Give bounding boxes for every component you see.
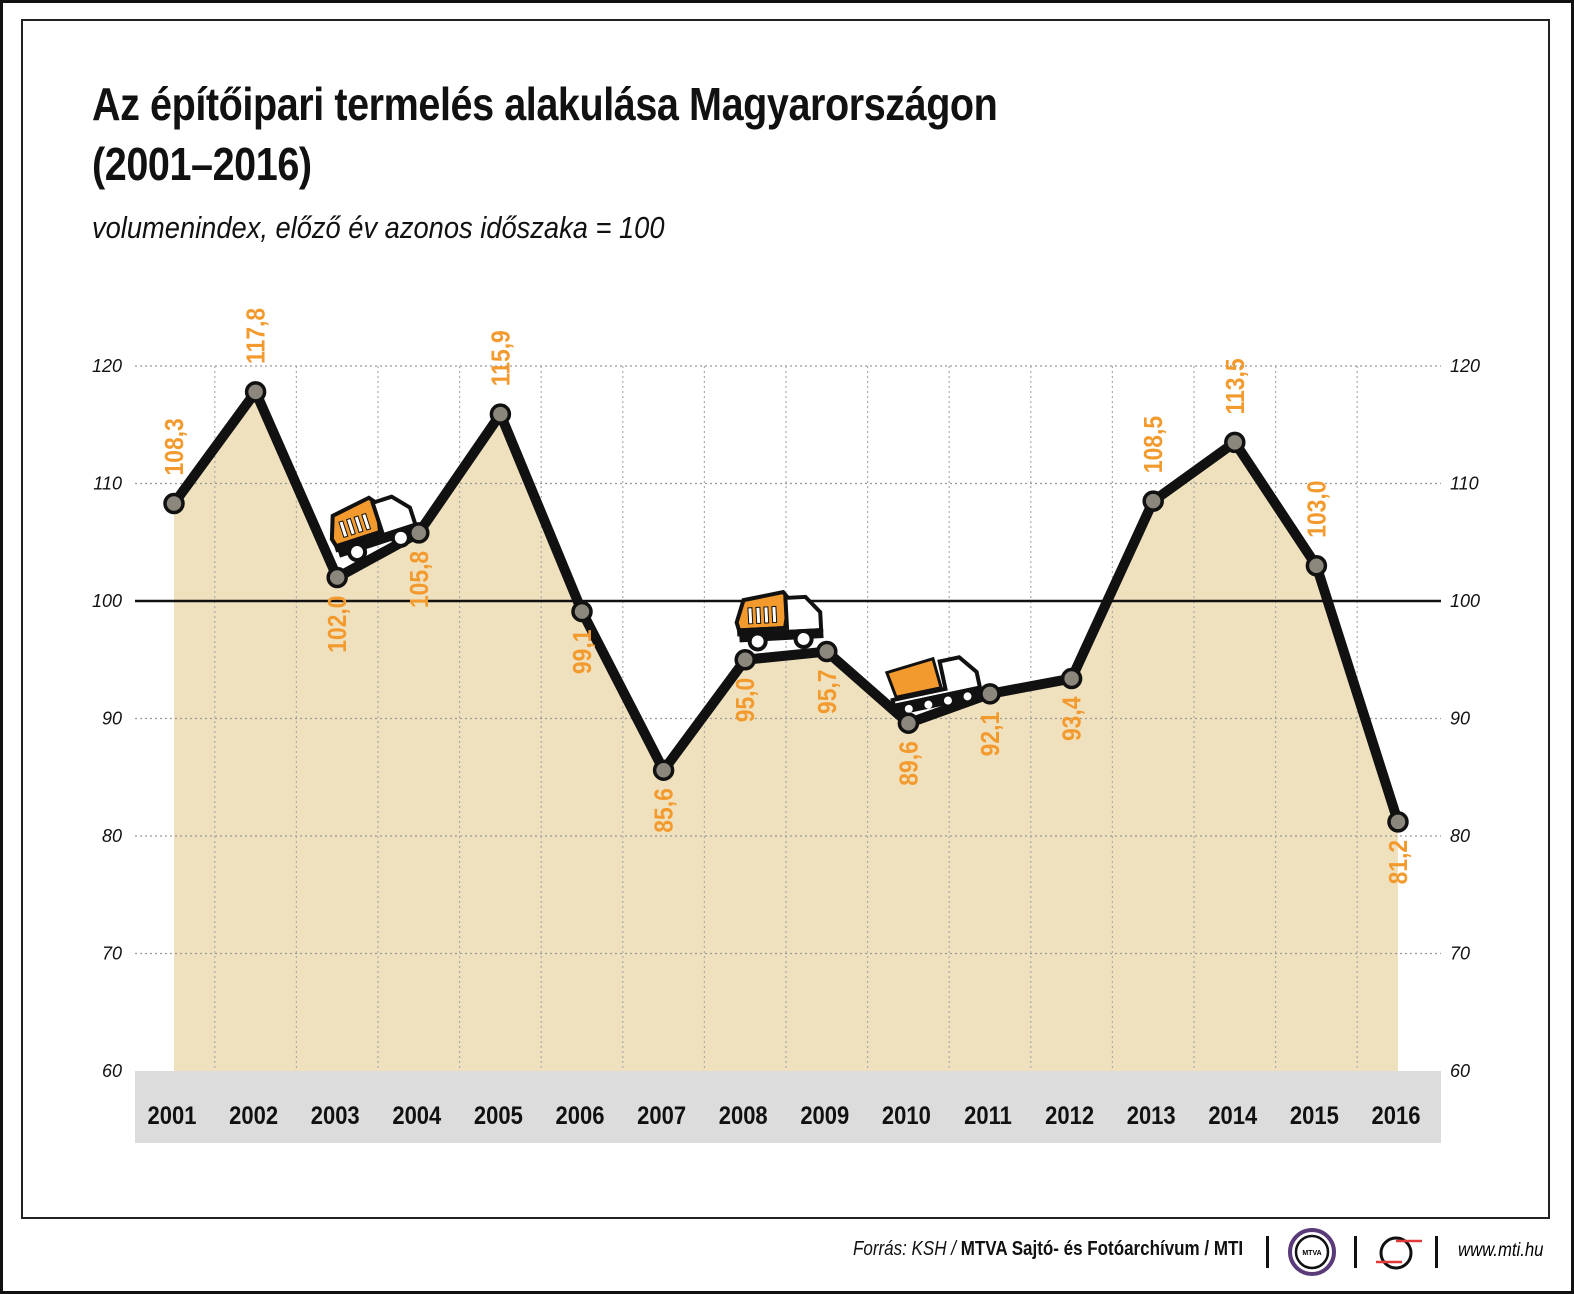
x-tick-label: 2003 [311,1102,360,1130]
y-tick-label-left: 60 [102,1061,122,1081]
source-note: Forrás: KSH / MTVA Sajtó- és Fotóarchívu… [853,1238,1243,1261]
data-label: 89,6 [895,741,924,785]
x-tick-label: 2007 [637,1102,686,1130]
source-agency: MTVA Sajtó- és Fotóarchívum / MTI [960,1238,1244,1260]
chart-panel [21,19,1550,1219]
bed-stripe [755,606,762,624]
y-tick-label-left: 80 [102,826,122,846]
x-tick-label: 2002 [229,1102,278,1130]
y-tick-label-right: 110 [1450,474,1479,494]
data-label: 92,1 [977,712,1006,756]
x-tick-label: 2015 [1290,1102,1339,1130]
truck-wheel [963,692,972,701]
y-tick-label-right: 100 [1450,591,1480,611]
x-tick-label: 2012 [1045,1102,1094,1130]
data-point [244,381,267,403]
x-tick-label: 2013 [1127,1102,1176,1130]
data-label: 103,0 [1303,481,1332,538]
data-label: 99,1 [569,630,598,674]
bed-stripe [771,605,778,624]
data-label: 93,4 [1058,696,1087,741]
data-point [1142,490,1164,512]
data-label: 113,5 [1222,358,1251,414]
data-point [734,649,756,671]
truck-bed [734,589,792,633]
truck-wheel [390,527,411,548]
mixer-drum [884,656,944,699]
data-point [1305,555,1328,577]
data-point [652,759,675,781]
x-tick-label: 2005 [474,1102,523,1130]
x-tick-label: 2001 [148,1102,197,1130]
x-tick-label: 2004 [392,1102,441,1130]
bed-stripe [747,607,754,625]
dump-truck-icon [734,589,824,652]
series-line [169,381,1403,824]
truck-wheel [347,542,368,563]
data-point [163,492,185,515]
cement-truck-icon [884,655,983,717]
data-label: 108,5 [1140,416,1169,473]
data-point [489,403,512,425]
truck-wheel [793,629,814,650]
data-point [979,683,1001,705]
x-tick-label: 2008 [719,1102,768,1130]
y-tick-label-right: 120 [1450,356,1480,376]
y-tick-label-left: 70 [102,944,122,964]
data-point [1060,667,1083,690]
data-point [571,600,593,623]
data-label: 81,2 [1385,840,1414,884]
x-tick-label: 2014 [1208,1102,1257,1130]
x-tick-label: 2011 [964,1102,1012,1130]
y-tick-label-right: 60 [1450,1061,1470,1081]
x-tick-label: 2016 [1372,1102,1421,1130]
truck-chassis [891,685,983,717]
data-point [1387,811,1409,833]
truck-wheel [924,700,933,709]
chart-title: Az építőipari termelés alakulása Magyaro… [92,74,998,194]
data-label: 117,8 [242,308,271,364]
truck-wheel [943,696,952,705]
truck-wheel [904,704,913,713]
data-point [326,566,348,589]
y-tick-label-right: 70 [1450,944,1470,964]
website-url[interactable]: www.mti.hu [1458,1240,1544,1261]
y-tick-label-right: 80 [1450,826,1470,846]
source-prefix: Forrás: KSH / [853,1238,961,1260]
y-tick-label-left: 90 [102,709,122,729]
y-tick-label-left: 120 [92,356,122,376]
bed-stripe [353,515,364,534]
bed-stripe [338,520,349,539]
y-tick-label-right: 90 [1450,709,1470,729]
bed-stripe [763,606,770,624]
bed-stripe [345,517,356,536]
data-point [897,712,920,734]
title-line-2: (2001–2016) [92,138,312,190]
dump-truck-icon [329,494,420,563]
data-label: 102,0 [324,596,353,653]
data-label: 105,8 [406,551,435,608]
x-tick-label: 2006 [556,1102,605,1130]
data-point [1224,431,1246,454]
truck-wheel [747,631,768,652]
data-label: 108,3 [161,418,190,475]
x-axis-band [135,1071,1441,1143]
data-label: 115,9 [487,330,516,386]
title-line-1: Az építőipari termelés alakulása Magyaro… [92,78,998,130]
y-tick-label-left: 100 [92,591,122,611]
y-tick-label-left: 110 [93,474,122,494]
data-label: 85,6 [650,788,679,832]
x-tick-label: 2010 [882,1102,931,1130]
data-point [408,522,430,544]
x-tick-label: 2009 [800,1102,849,1130]
data-point [816,640,838,663]
bed-stripe [361,512,372,531]
chart-subtitle: volumenindex, előző év azonos időszaka =… [92,210,665,245]
data-label: 95,7 [814,670,843,714]
data-label: 95,0 [732,678,761,722]
